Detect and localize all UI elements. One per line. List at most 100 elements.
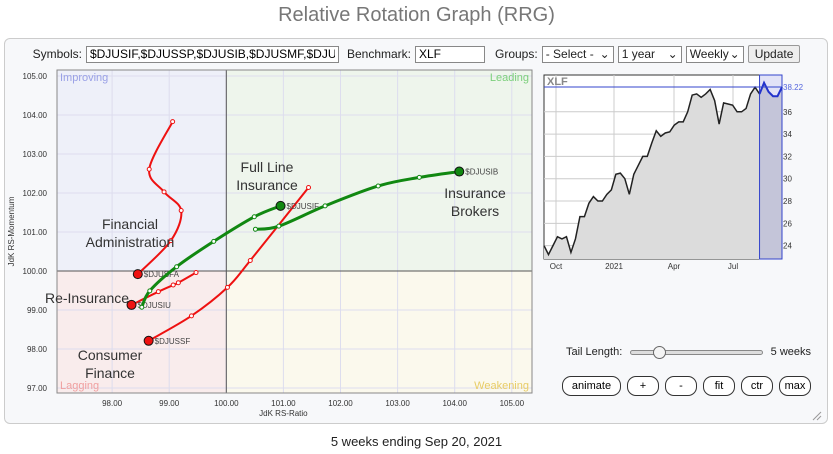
symbols-label: Symbols:	[32, 47, 82, 61]
tail-point	[211, 238, 217, 244]
tail-point	[174, 264, 180, 270]
quadrant-weakening	[226, 271, 533, 393]
tail-point	[168, 238, 174, 244]
y-tick-label: 97.00	[27, 384, 48, 393]
tail-line	[255, 170, 460, 231]
tail-point	[178, 208, 184, 214]
head-point	[143, 335, 154, 346]
y-tick-label: 100.00	[23, 267, 48, 276]
y-tick-label: 99.00	[27, 306, 48, 315]
y-tick-label: 101.00	[23, 228, 48, 237]
center-button[interactable]: ctr	[741, 376, 773, 396]
tail-point	[147, 288, 153, 294]
price-area	[544, 82, 782, 259]
price-y-tick: 30	[783, 175, 792, 184]
tail-point	[155, 289, 161, 295]
tail-point	[161, 189, 167, 195]
price-y-tick: 24	[783, 242, 792, 251]
tail-point	[170, 282, 176, 288]
page-title: Relative Rotation Graph (RRG)	[278, 4, 555, 26]
tail-length-value: 5 weeks	[770, 346, 811, 358]
price-chart-title: XLF	[547, 76, 568, 88]
x-tick-label: 105.00	[500, 399, 525, 408]
benchmark-input[interactable]	[415, 45, 485, 63]
toolbar: Symbols: Benchmark: Groups: - Select -⌄ …	[0, 45, 833, 63]
quadrant-improving	[57, 70, 227, 271]
x-tick-label: 99.00	[159, 399, 180, 408]
y-axis-label: JdK RS-Momentum	[7, 196, 16, 266]
groups-select[interactable]: - Select - ⌄	[541, 45, 614, 63]
symbol-label: $DJUSIF	[287, 202, 320, 211]
quadrant-label-improving: Improving	[60, 72, 108, 84]
y-tick-label: 102.00	[23, 189, 48, 198]
symbols-input[interactable]	[85, 45, 339, 63]
tail-point	[146, 166, 152, 172]
zoom-in-button[interactable]: +	[627, 376, 659, 396]
chevron-down-icon: ⌄	[599, 47, 610, 61]
x-tick-label: 100.00	[214, 399, 239, 408]
price-x-tick: Oct	[550, 262, 563, 271]
update-button[interactable]: Update	[747, 45, 801, 63]
last-price-label: 38.22	[783, 83, 804, 92]
zoom-out-button[interactable]: -	[665, 376, 697, 396]
tail-line	[137, 121, 183, 275]
animate-button[interactable]: animate	[562, 376, 621, 396]
resize-grip-icon	[812, 411, 822, 421]
head-point	[454, 166, 465, 177]
tail-point	[188, 313, 194, 319]
fit-button[interactable]: fit	[703, 376, 735, 396]
price-y-tick: 32	[783, 152, 792, 161]
quadrant-label-lagging: Lagging	[60, 380, 99, 392]
max-button[interactable]: max	[779, 376, 811, 396]
tail-point	[224, 284, 230, 290]
frequency-value: Weekly	[689, 47, 729, 61]
slider-handle[interactable]	[653, 345, 667, 359]
head-point	[275, 200, 286, 211]
price-line	[543, 85, 761, 257]
tail-point	[247, 257, 253, 263]
chevron-down-icon: ⌄	[729, 47, 740, 61]
tail-point	[306, 185, 312, 191]
tail-point	[322, 203, 328, 209]
label-full-line-insurance: Full Line Insurance	[236, 159, 298, 193]
price-y-tick: 36	[783, 108, 792, 117]
price-y-tick: 34	[783, 130, 792, 139]
price-x-tick: Jul	[728, 262, 738, 271]
highlight-window	[759, 74, 783, 260]
tail-point	[170, 119, 176, 125]
frequency-select[interactable]: Weekly ⌄	[685, 45, 744, 63]
groups-value: - Select -	[545, 47, 594, 61]
symbol-label: $DJUSFA	[144, 270, 180, 279]
symbol-label: $DJUSIU	[138, 301, 172, 310]
x-axis-label: JdK RS-Ratio	[259, 409, 308, 418]
groups-label: Groups:	[495, 47, 538, 61]
quadrant-leading	[226, 70, 533, 271]
price-x-tick: Apr	[668, 262, 681, 271]
tail-length-slider[interactable]	[630, 345, 763, 359]
quadrant-label-leading: Leading	[490, 72, 529, 84]
price-y-tick: 28	[783, 197, 792, 206]
quadrant-lagging	[57, 271, 227, 393]
tail-point	[416, 174, 422, 180]
chart-controls: animate + - fit ctr max	[562, 376, 811, 396]
label-consumer-finance: Consumer Finance	[77, 347, 143, 381]
symbol-label: $DJUSIB	[465, 168, 498, 177]
period-select[interactable]: 1 year ⌄	[617, 45, 682, 63]
quadrant-label-weakening: Weakening	[474, 380, 529, 392]
label-re-insurance: Re-Insurance	[44, 290, 130, 306]
symbol-label: $DJUSSF	[155, 337, 191, 346]
tail-point	[252, 226, 258, 232]
period-value: 1 year	[621, 47, 656, 61]
head-point	[132, 269, 143, 280]
y-tick-label: 105.00	[23, 72, 48, 81]
benchmark-label: Benchmark:	[346, 47, 411, 61]
y-tick-label: 98.00	[27, 345, 48, 354]
head-point	[126, 299, 137, 310]
tail-length-label: Tail Length:	[566, 346, 623, 358]
x-tick-label: 101.00	[271, 399, 296, 408]
x-tick-label: 98.00	[102, 399, 123, 408]
y-tick-label: 104.00	[23, 111, 48, 120]
tail-point	[139, 304, 145, 310]
tail-point	[276, 223, 282, 229]
